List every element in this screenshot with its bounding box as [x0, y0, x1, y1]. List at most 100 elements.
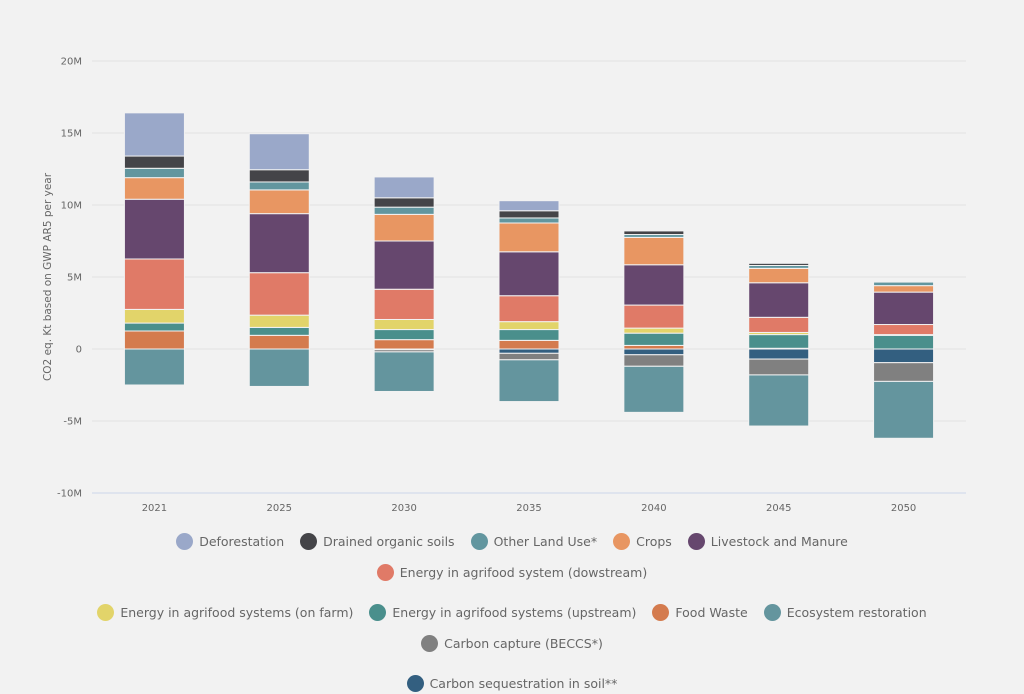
legend-label: Carbon capture (BECCS*)	[444, 635, 603, 651]
bar-segment-energy-in-agrifood-system-dowstream-2050[interactable]	[873, 324, 935, 336]
bar-segment-deforestation-2025[interactable]	[248, 133, 310, 171]
bar-segment-energy-in-agrifood-systems-upstream-2025[interactable]	[248, 326, 310, 336]
bar-segment-energy-in-agrifood-systems-on-farm-2040[interactable]	[623, 327, 685, 334]
x-tick-label: 2021	[142, 503, 167, 514]
bar-segment-crops-2045[interactable]	[748, 267, 810, 284]
legend-item[interactable]: Energy in agrifood systems (upstream)	[369, 601, 636, 623]
y-tick-label: -10M	[57, 489, 82, 500]
bar-segment-energy-in-agrifood-systems-upstream-2040[interactable]	[623, 332, 685, 346]
bar-segment-energy-in-agrifood-systems-on-farm-2035[interactable]	[498, 321, 560, 331]
bar-segment-drained-organic-soils-2030[interactable]	[373, 197, 435, 208]
bar-segment-deforestation-2035[interactable]	[498, 200, 560, 212]
bar-segment-livestock-and-manure-2040[interactable]	[623, 264, 685, 306]
legend-item[interactable]: Energy in agrifood system (dowstream)	[376, 561, 648, 583]
legend-item[interactable]: Drained organic soils	[300, 530, 455, 552]
bar-segment-livestock-and-manure-2025[interactable]	[248, 213, 310, 274]
bar-segment-livestock-and-manure-2035[interactable]	[498, 251, 560, 297]
bar-segment-deforestation-2021[interactable]	[123, 112, 185, 157]
bar-segment-other-land-use-2021[interactable]	[123, 167, 185, 179]
bar-segment-carbon-capture-beccs-2045[interactable]	[748, 358, 810, 376]
bar-segment-crops-2025[interactable]	[248, 189, 310, 215]
legend-item[interactable]: Crops	[613, 530, 672, 552]
bar-segment-drained-organic-soils-2021[interactable]	[123, 155, 185, 169]
legend-swatch-icon	[406, 674, 424, 692]
bar-segment-carbon-sequestration-in-soil-2050[interactable]	[873, 348, 935, 364]
bar-segment-crops-2021[interactable]	[123, 177, 185, 200]
legend-label: Drained organic soils	[323, 533, 455, 549]
legend-label: Ecosystem restoration	[786, 604, 927, 620]
bar-segment-food-waste-2021[interactable]	[123, 330, 185, 350]
bar-segment-energy-in-agrifood-systems-upstream-2045[interactable]	[748, 334, 810, 349]
y-tick-label: 10M	[61, 201, 82, 212]
bar-segment-drained-organic-soils-2050[interactable]	[873, 280, 935, 283]
legend-item[interactable]: Deforestation	[176, 530, 284, 552]
legend-item[interactable]: Energy in agrifood systems (on farm)	[97, 601, 353, 623]
bar-segment-energy-in-agrifood-systems-on-farm-2021[interactable]	[123, 308, 185, 324]
legend-item[interactable]: Carbon sequestration in soil**	[406, 672, 617, 694]
bar-segment-energy-in-agrifood-system-dowstream-2025[interactable]	[248, 272, 310, 316]
bar-segment-other-land-use-2050[interactable]	[873, 281, 935, 287]
legend-item[interactable]: Food Waste	[652, 601, 748, 623]
legend-swatch-icon	[369, 603, 387, 621]
legend-swatch-icon	[763, 603, 781, 621]
legend-item[interactable]: Carbon capture (BECCS*)	[421, 632, 603, 654]
bar-segment-energy-in-agrifood-systems-upstream-2035[interactable]	[498, 329, 560, 341]
x-tick-label: 2035	[516, 503, 541, 514]
chart-legend: Deforestation Drained organic soils Other …	[40, 530, 984, 694]
bar-segment-drained-organic-soils-2040[interactable]	[623, 230, 685, 236]
bar-segment-food-waste-2035[interactable]	[498, 339, 560, 350]
bar-segment-energy-in-agrifood-system-dowstream-2040[interactable]	[623, 304, 685, 329]
bar-segment-energy-in-agrifood-system-dowstream-2035[interactable]	[498, 295, 560, 323]
bar-segment-crops-2035[interactable]	[498, 222, 560, 253]
y-axis-ticks: 20M 15M 10M 5M 0 -5M -10M	[57, 57, 82, 500]
legend-swatch-icon	[687, 532, 705, 550]
bar-segment-carbon-sequestration-in-soil-2040[interactable]	[623, 348, 685, 356]
bar-segment-carbon-sequestration-in-soil-2035[interactable]	[498, 348, 560, 354]
bar-segment-food-waste-2030[interactable]	[373, 339, 435, 350]
bar-segment-ecosystem-restoration-2025[interactable]	[248, 348, 310, 387]
bar-segment-other-land-use-2025[interactable]	[248, 181, 310, 191]
bar-segment-deforestation-2030[interactable]	[373, 176, 435, 199]
bar-segment-food-waste-2040[interactable]	[623, 344, 685, 350]
bar-segment-carbon-capture-beccs-2035[interactable]	[498, 352, 560, 361]
bar-segment-energy-in-agrifood-system-dowstream-2030[interactable]	[373, 288, 435, 320]
legend-label: Energy in agrifood system (dowstream)	[399, 564, 648, 580]
bar-segment-energy-in-agrifood-system-dowstream-2045[interactable]	[748, 316, 810, 333]
bar-segment-livestock-and-manure-2030[interactable]	[373, 240, 435, 290]
bar-segment-energy-in-agrifood-systems-upstream-2021[interactable]	[123, 322, 185, 332]
bar-segment-energy-in-agrifood-systems-on-farm-2025[interactable]	[248, 314, 310, 328]
bar-segment-ecosystem-restoration-2030[interactable]	[373, 351, 435, 392]
bar-segment-drained-organic-soils-2025[interactable]	[248, 169, 310, 183]
bar-segment-other-land-use-2035[interactable]	[498, 217, 560, 224]
bar-segment-crops-2050[interactable]	[873, 285, 935, 293]
bar-segment-ecosystem-restoration-2035[interactable]	[498, 359, 560, 403]
legend-label: Livestock and Manure	[710, 533, 848, 549]
bar-segment-drained-organic-soils-2035[interactable]	[498, 210, 560, 219]
bar-segment-livestock-and-manure-2021[interactable]	[123, 198, 185, 260]
bar-segment-crops-2040[interactable]	[623, 236, 685, 266]
bar-segment-energy-in-agrifood-systems-upstream-2030[interactable]	[373, 329, 435, 341]
legend-item[interactable]: Ecosystem restoration	[763, 601, 927, 623]
bar-segment-energy-in-agrifood-systems-upstream-2050[interactable]	[873, 334, 935, 350]
legend-swatch-icon	[376, 563, 394, 581]
bar-segment-livestock-and-manure-2045[interactable]	[748, 282, 810, 318]
bar-segment-livestock-and-manure-2050[interactable]	[873, 291, 935, 326]
bar-segment-drained-organic-soils-2045[interactable]	[748, 262, 810, 266]
bar-segment-energy-in-agrifood-system-dowstream-2021[interactable]	[123, 258, 185, 310]
legend-item[interactable]: Livestock and Manure	[687, 530, 848, 552]
bar-segment-other-land-use-2030[interactable]	[373, 206, 435, 215]
bar-segment-crops-2030[interactable]	[373, 213, 435, 242]
bar-segment-ecosystem-restoration-2040[interactable]	[623, 365, 685, 413]
bar-segment-energy-in-agrifood-systems-on-farm-2030[interactable]	[373, 318, 435, 331]
bar-segment-food-waste-2025[interactable]	[248, 334, 310, 350]
bar-segment-carbon-capture-beccs-2040[interactable]	[623, 354, 685, 367]
x-tick-label: 2045	[766, 503, 791, 514]
bar-segment-carbon-sequestration-in-soil-2045[interactable]	[748, 348, 810, 360]
bar-segment-ecosystem-restoration-2050[interactable]	[873, 380, 935, 439]
legend-swatch-icon	[613, 532, 631, 550]
bar-segment-ecosystem-restoration-2045[interactable]	[748, 374, 810, 427]
bar-segment-carbon-capture-beccs-2050[interactable]	[873, 362, 935, 382]
legend-item[interactable]: Other Land Use*	[470, 530, 597, 552]
bar-segment-ecosystem-restoration-2021[interactable]	[123, 348, 185, 386]
bars	[123, 112, 935, 439]
